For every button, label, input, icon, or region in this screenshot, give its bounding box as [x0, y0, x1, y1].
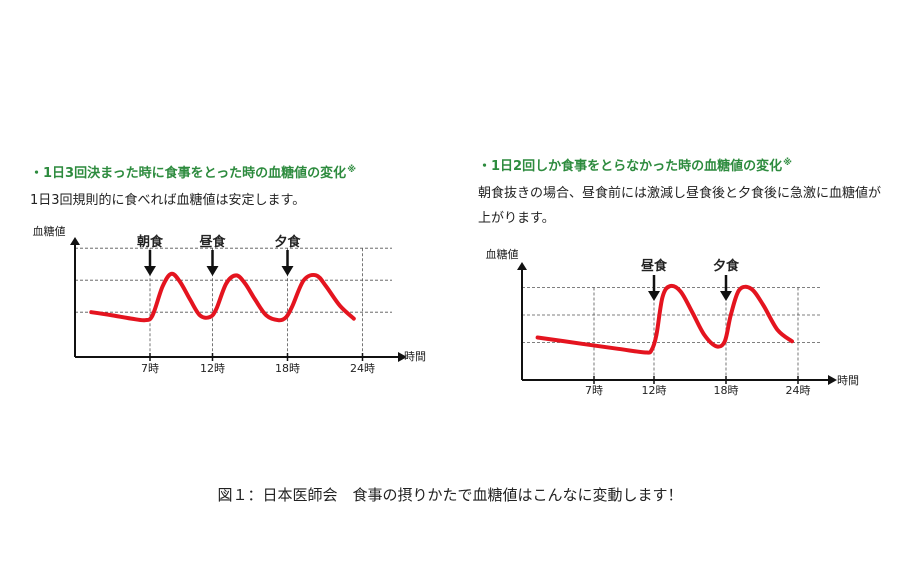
y-axis-label: 血糖値	[486, 247, 519, 261]
x-axis-label: 時間	[404, 350, 426, 363]
meal-label: 朝食	[137, 234, 164, 250]
meal-arrowhead-icon	[206, 266, 219, 276]
x-tick-label: 12時	[200, 362, 225, 375]
meal-arrowhead-icon	[720, 291, 732, 301]
x-axis-arrowhead	[398, 352, 407, 362]
blood-sugar-line	[89, 271, 356, 323]
x-tick-label: 18時	[275, 362, 300, 375]
x-tick-label: 18時	[714, 384, 739, 397]
panel-title-text: ・1日3回決まった時に食事をとった時の血糖値の変化	[30, 166, 347, 181]
meal-arrowhead-icon	[144, 266, 156, 276]
meal-arrowhead-icon	[648, 291, 660, 301]
x-axis-arrowhead	[828, 375, 837, 385]
y-axis-label: 血糖値	[33, 224, 66, 238]
panel-title-text: ・1日2回しか食事をとらなかった時の血糖値の変化	[478, 159, 783, 174]
panel-title-left: ・1日3回決まった時に食事をとった時の血糖値の変化※	[30, 162, 356, 181]
footnote-mark: ※	[783, 157, 792, 168]
meal-arrowhead-icon	[281, 266, 294, 276]
blood-sugar-line	[535, 283, 794, 355]
x-tick-label: 7時	[585, 384, 603, 397]
x-tick-label: 24時	[786, 384, 811, 397]
x-axis-label: 時間	[837, 374, 859, 387]
y-axis-arrowhead	[70, 237, 80, 245]
panel-description-left: 1日3回規則的に食べれば血糖値は安定します。	[30, 193, 306, 208]
x-tick-label: 7時	[141, 362, 159, 375]
y-axis-arrowhead	[517, 262, 527, 270]
meal-label: 昼食	[641, 258, 668, 274]
meal-label: 夕食	[274, 234, 301, 250]
panel-title-right: ・1日2回しか食事をとらなかった時の血糖値の変化※	[478, 155, 792, 174]
meal-label: 昼食	[199, 234, 226, 250]
x-tick-label: 12時	[642, 384, 667, 397]
x-tick-label: 24時	[350, 362, 375, 375]
figure-caption: 図１：日本医師会 食事の摂りかたで血糖値はこんなに変動します！	[217, 486, 683, 504]
panel-description-right: 朝食抜きの場合、昼食前には激減し昼食後と夕食後に急激に血糖値が上がります。	[478, 186, 882, 226]
footnote-mark: ※	[347, 164, 356, 175]
meal-label: 夕食	[713, 258, 740, 274]
